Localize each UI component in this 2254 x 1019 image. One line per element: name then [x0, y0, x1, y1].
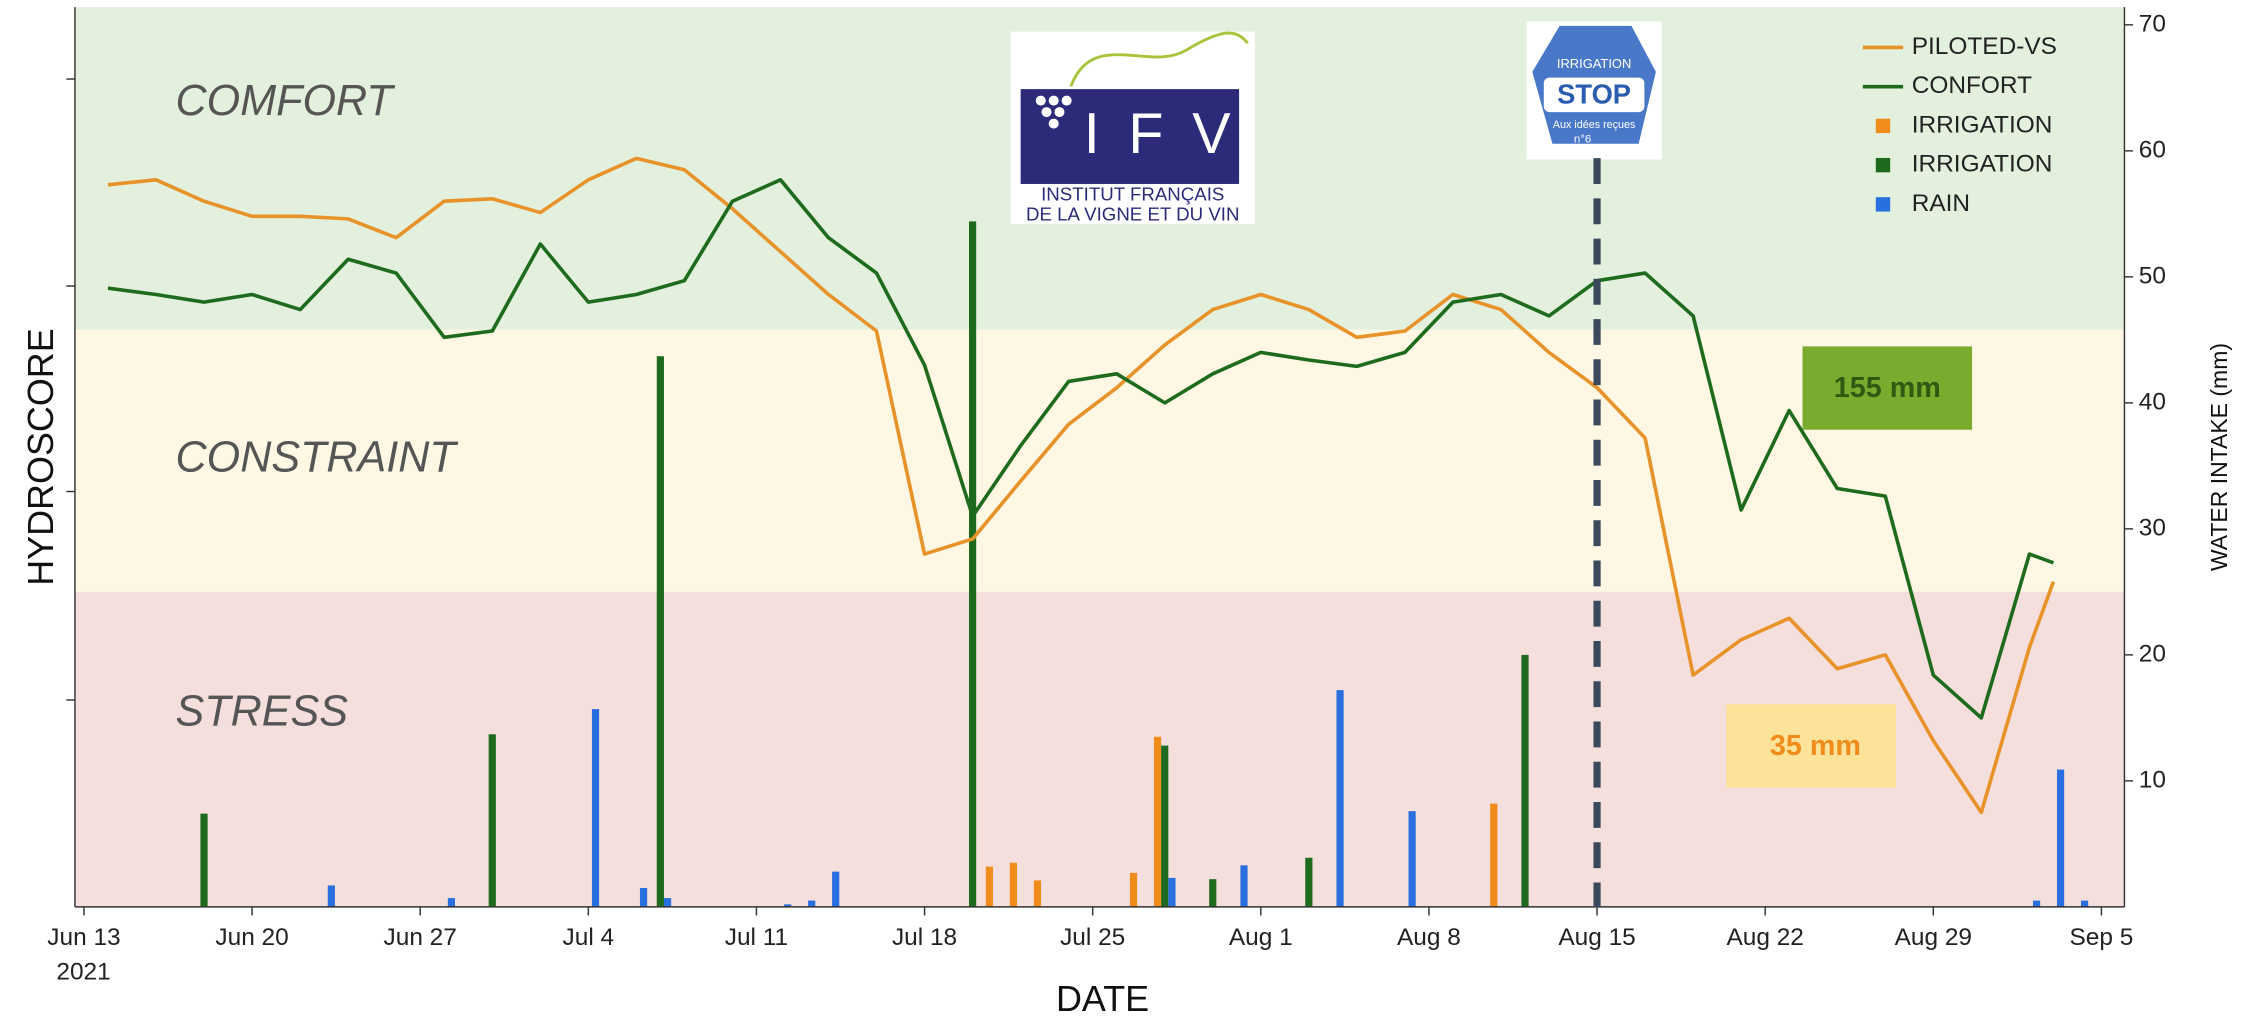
line — [107, 156, 2056, 815]
ifv-line: DE LA VIGNE ET DU VIN — [1026, 204, 1239, 225]
bar — [1408, 811, 1416, 907]
bar — [1490, 803, 1498, 907]
zone-label: CONSTRAINT — [176, 433, 459, 481]
bar — [1009, 862, 1018, 907]
bar — [488, 734, 496, 907]
x-tick-label: Sep 5 — [2070, 924, 2134, 951]
bar — [832, 871, 840, 907]
bar — [784, 904, 792, 907]
annotation: 155 mm — [1834, 372, 1941, 404]
bar — [1129, 872, 1138, 907]
bar — [591, 709, 600, 907]
year-label: 2021 — [56, 958, 110, 985]
bar — [200, 813, 208, 907]
bar — [663, 898, 672, 907]
left-ticks — [66, 78, 75, 701]
legend-label: PILOTED-VS — [1912, 33, 2057, 60]
y-tick-label: 70 — [2139, 10, 2166, 37]
x-tick-label: Aug 15 — [1558, 924, 1635, 951]
zone — [74, 329, 2125, 592]
y-axis-label: HYDROSCORE — [20, 328, 61, 585]
stop-badge: IRRIGATION STOP Aux idées reçues n°6 — [1526, 21, 1662, 160]
bar — [1153, 736, 1162, 907]
bar — [1168, 877, 1176, 907]
bar — [1033, 880, 1042, 907]
ifv-logo: IFV INSTITUT FRANÇAIS DE LA VIGNE ET DU … — [1010, 31, 1260, 225]
ifv-line: INSTITUT FRANÇAIS — [1041, 183, 1224, 204]
bar — [1161, 745, 1169, 907]
x-tick-label: Jul 25 — [1060, 924, 1125, 951]
bar — [656, 356, 664, 907]
annotation: 35 mm — [1770, 730, 1861, 762]
y2-axis-label: WATER INTAKE (mm) — [2206, 343, 2232, 571]
bar — [969, 221, 977, 907]
ifv-mark: IFV — [1084, 102, 1260, 166]
legend-swatch — [1875, 157, 1891, 173]
bar — [985, 866, 994, 907]
legend-label: IRRIGATION — [1912, 111, 2053, 138]
x-tick-label: Jul 4 — [563, 924, 615, 951]
bar — [1240, 865, 1248, 907]
bar — [327, 885, 335, 907]
x-tick-label: Jun 20 — [215, 924, 288, 951]
bar — [2081, 900, 2089, 907]
legend-label: IRRIGATION — [1912, 151, 2053, 178]
legend-swatch — [1875, 118, 1891, 134]
badge-sub: Aux idées reçues — [1553, 119, 1636, 131]
x-tick-label: Aug 29 — [1895, 924, 1972, 951]
bar — [1305, 857, 1313, 907]
annotation-box — [1802, 346, 1973, 430]
x-tick-label: Aug 22 — [1726, 924, 1803, 951]
line — [107, 178, 2055, 720]
badge-top: IRRIGATION — [1557, 56, 1631, 71]
zone-label: STRESS — [176, 688, 349, 736]
x-tick-label: Jun 13 — [47, 924, 120, 951]
x-tick-label: Aug 1 — [1229, 924, 1293, 951]
legend-label: CONFORT — [1912, 72, 2032, 99]
badge-num: n°6 — [1574, 133, 1591, 145]
y-tick-label: 60 — [2139, 136, 2166, 163]
bar — [639, 887, 648, 907]
bar — [1209, 879, 1217, 907]
x-axis-label: DATE — [1056, 978, 1149, 1019]
bar — [2032, 900, 2041, 907]
x-tick-label: Jun 27 — [384, 924, 457, 951]
y-tick-label: 30 — [2139, 514, 2166, 541]
bar — [1521, 654, 1529, 907]
legend-label: RAIN — [1912, 190, 1970, 217]
y-tick-label: 50 — [2139, 262, 2166, 289]
bar — [1336, 690, 1344, 907]
legend-swatch — [1875, 197, 1891, 212]
zone-label: COMFORT — [176, 77, 396, 125]
y-tick-label: 20 — [2139, 640, 2166, 667]
bar — [447, 898, 456, 907]
badge-word: STOP — [1557, 79, 1631, 110]
x-tick-label: Jul 11 — [725, 924, 788, 951]
bar — [808, 900, 816, 907]
bar — [2057, 769, 2065, 907]
x-tick-label: Jul 18 — [892, 924, 957, 951]
y-tick-label: 10 — [2139, 766, 2166, 793]
x-tick-label: Aug 8 — [1397, 924, 1461, 951]
y-tick-label: 40 — [2139, 388, 2166, 415]
annotation-box — [1726, 704, 1896, 788]
